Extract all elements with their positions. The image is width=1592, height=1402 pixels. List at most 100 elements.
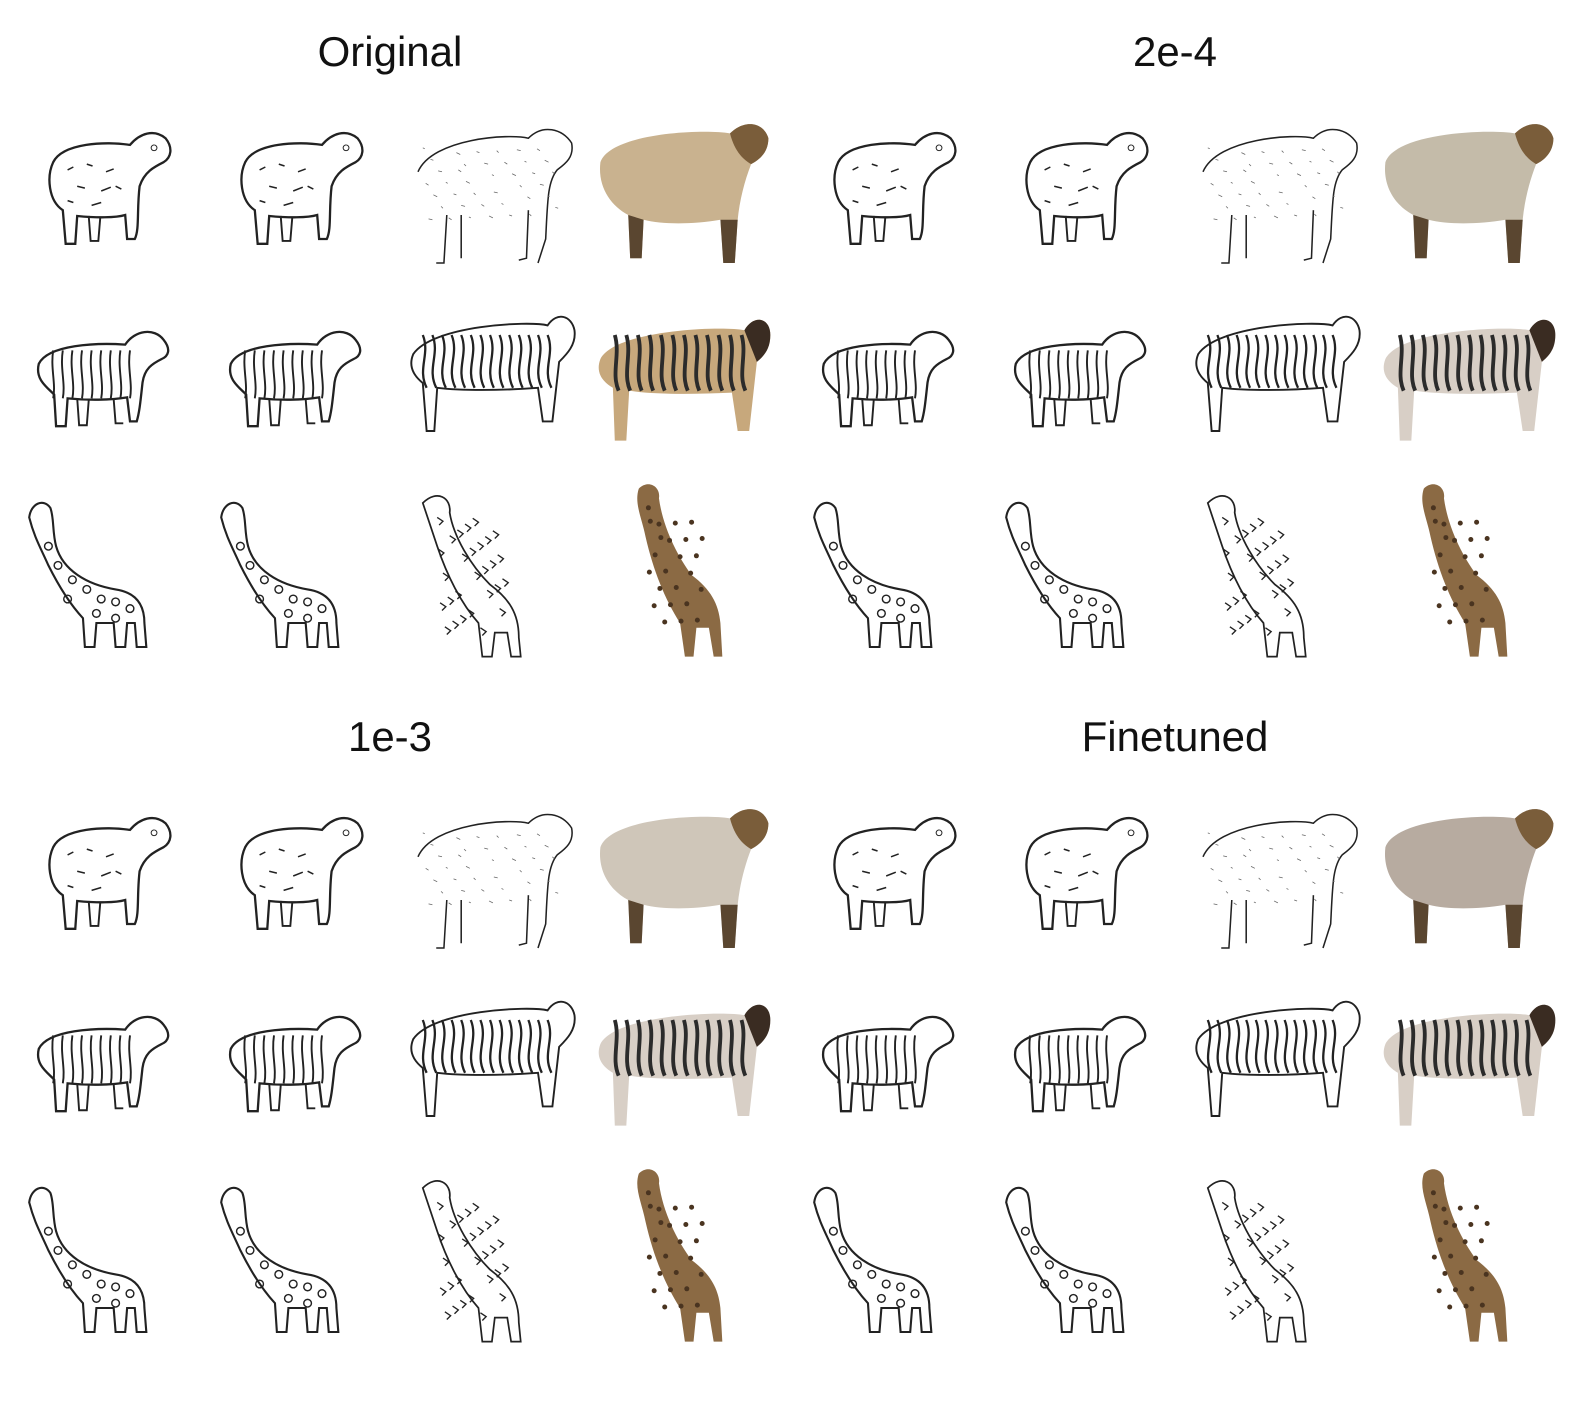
zebra-generated-photo: [586, 287, 778, 479]
sheep-image: [586, 780, 778, 972]
image-grid: [795, 95, 1565, 671]
sheep-generated-edge-map: [394, 780, 586, 972]
zebra-image: [10, 287, 202, 479]
giraffe-image: [795, 479, 987, 671]
giraffe-input-sketch: [795, 479, 987, 671]
zebra-generated-photo: [1371, 287, 1563, 479]
sheep-input-sketch: [795, 780, 987, 972]
giraffe-generated-photo: [1371, 479, 1563, 671]
giraffe-image: [586, 479, 778, 671]
giraffe-input-sketch: [10, 479, 202, 671]
zebra-image: [202, 972, 394, 1164]
zebra-image: [394, 287, 586, 479]
giraffe-reconstructed-sketch: [987, 1164, 1179, 1356]
giraffe-image: [1179, 479, 1371, 671]
giraffe-input-sketch: [795, 1164, 987, 1356]
image-grid: [10, 95, 780, 671]
zebra-image: [394, 972, 586, 1164]
giraffe-input-sketch: [10, 1164, 202, 1356]
giraffe-image: [10, 1164, 202, 1356]
sheep-input-sketch: [10, 780, 202, 972]
giraffe-image: [1371, 1164, 1563, 1356]
sheep-generated-photo: [1371, 95, 1563, 287]
panel-title: Finetuned: [785, 713, 1565, 761]
giraffe-image: [394, 479, 586, 671]
zebra-generated-edge-map: [1179, 972, 1371, 1164]
panel-title: 2e-4: [785, 28, 1565, 76]
zebra-generated-edge-map: [394, 287, 586, 479]
sheep-image: [10, 780, 202, 972]
giraffe-image: [987, 479, 1179, 671]
sheep-image: [1371, 780, 1563, 972]
zebra-generated-photo: [586, 972, 778, 1164]
sheep-image: [394, 95, 586, 287]
zebra-image: [987, 972, 1179, 1164]
zebra-reconstructed-sketch: [202, 287, 394, 479]
zebra-image: [1179, 287, 1371, 479]
sheep-image: [394, 780, 586, 972]
zebra-generated-edge-map: [1179, 287, 1371, 479]
sheep-generated-edge-map: [1179, 95, 1371, 287]
image-grid: [795, 780, 1565, 1356]
sheep-image: [1371, 95, 1563, 287]
zebra-input-sketch: [795, 972, 987, 1164]
zebra-input-sketch: [10, 287, 202, 479]
giraffe-generated-edge-map: [394, 479, 586, 671]
zebra-image: [1371, 972, 1563, 1164]
giraffe-generated-edge-map: [394, 1164, 586, 1356]
sheep-generated-edge-map: [1179, 780, 1371, 972]
sheep-image: [1179, 780, 1371, 972]
giraffe-generated-photo: [1371, 1164, 1563, 1356]
sheep-image: [586, 95, 778, 287]
sheep-generated-photo: [586, 780, 778, 972]
giraffe-reconstructed-sketch: [202, 1164, 394, 1356]
zebra-generated-photo: [1371, 972, 1563, 1164]
zebra-image: [586, 972, 778, 1164]
giraffe-image: [202, 1164, 394, 1356]
zebra-reconstructed-sketch: [987, 972, 1179, 1164]
zebra-image: [1179, 972, 1371, 1164]
giraffe-reconstructed-sketch: [987, 479, 1179, 671]
panel-original: Original: [0, 20, 780, 675]
giraffe-reconstructed-sketch: [202, 479, 394, 671]
zebra-image: [586, 287, 778, 479]
giraffe-image: [1371, 479, 1563, 671]
giraffe-generated-edge-map: [1179, 479, 1371, 671]
zebra-image: [987, 287, 1179, 479]
zebra-reconstructed-sketch: [987, 287, 1179, 479]
zebra-image: [202, 287, 394, 479]
zebra-image: [795, 287, 987, 479]
panel-1e-3: 1e-3: [0, 705, 780, 1360]
zebra-input-sketch: [10, 972, 202, 1164]
zebra-generated-edge-map: [394, 972, 586, 1164]
zebra-image: [10, 972, 202, 1164]
giraffe-generated-photo: [586, 1164, 778, 1356]
sheep-image: [10, 95, 202, 287]
sheep-input-sketch: [795, 95, 987, 287]
sheep-generated-photo: [1371, 780, 1563, 972]
giraffe-image: [987, 1164, 1179, 1356]
panel-2e-4: 2e-4: [785, 20, 1565, 675]
sheep-image: [202, 95, 394, 287]
zebra-image: [795, 972, 987, 1164]
sheep-image: [987, 95, 1179, 287]
giraffe-image: [202, 479, 394, 671]
giraffe-image: [10, 479, 202, 671]
sheep-generated-edge-map: [394, 95, 586, 287]
sheep-reconstructed-sketch: [987, 95, 1179, 287]
panel-title: Original: [0, 28, 780, 76]
zebra-reconstructed-sketch: [202, 972, 394, 1164]
sheep-image: [795, 95, 987, 287]
zebra-image: [1371, 287, 1563, 479]
sheep-image: [1179, 95, 1371, 287]
sheep-image: [987, 780, 1179, 972]
giraffe-generated-photo: [586, 479, 778, 671]
image-grid: [10, 780, 780, 1356]
giraffe-image: [394, 1164, 586, 1356]
giraffe-image: [1179, 1164, 1371, 1356]
sheep-reconstructed-sketch: [202, 780, 394, 972]
panel-title: 1e-3: [0, 713, 780, 761]
zebra-input-sketch: [795, 287, 987, 479]
giraffe-generated-edge-map: [1179, 1164, 1371, 1356]
sheep-image: [202, 780, 394, 972]
